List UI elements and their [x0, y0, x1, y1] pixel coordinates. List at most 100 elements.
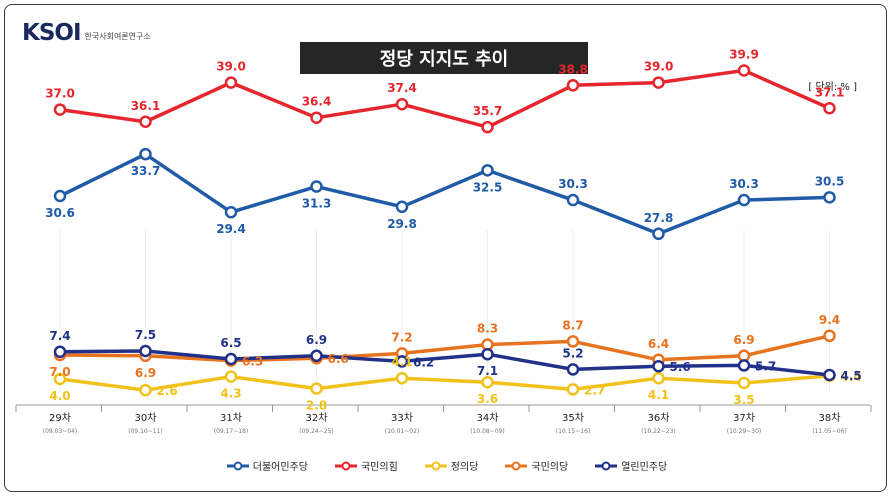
legend-label: 더불어민주당	[252, 462, 308, 473]
logo-mark: KSOI	[22, 20, 81, 46]
data-label: 7.5	[135, 328, 156, 342]
x-tick-label: 36차	[648, 412, 670, 424]
data-label: 4.4	[841, 370, 862, 384]
legend-item: 더불어민주당	[226, 458, 308, 473]
data-point	[481, 347, 494, 361]
legend-label: 국민의힘	[360, 462, 398, 473]
data-point	[139, 147, 152, 161]
data-point	[566, 335, 580, 348]
x-tick-label: 32차	[306, 412, 328, 424]
data-label: 30.6	[45, 206, 75, 220]
data-label: 30.3	[729, 177, 759, 191]
x-date-label: (10.29~30)	[727, 428, 762, 435]
unit-label: [ 단위: % ]	[808, 82, 857, 93]
data-label: 4.0	[49, 389, 70, 403]
data-label: 6.5	[220, 336, 241, 350]
data-label: 39.9	[729, 47, 759, 61]
data-point	[823, 329, 836, 343]
series-line	[59, 374, 830, 392]
data-point	[737, 376, 751, 390]
legend-label: 정의당	[450, 462, 479, 473]
data-point	[53, 345, 67, 359]
data-label: 5.7	[755, 359, 776, 373]
data-label: 37.4	[387, 81, 417, 95]
data-point	[566, 363, 580, 376]
x-date-label: (11.05~06)	[812, 428, 847, 435]
data-point	[737, 193, 751, 207]
legend-item: 국민의힘	[334, 458, 398, 473]
data-point	[224, 76, 238, 89]
data-point	[224, 205, 238, 219]
data-label: 4.5	[841, 369, 862, 383]
data-label: 6.6	[328, 352, 349, 366]
legend-item: 열린민주당	[594, 458, 667, 473]
data-point	[139, 344, 152, 358]
legend-swatch-marker	[511, 461, 521, 470]
x-tick-label: 31차	[220, 412, 242, 424]
x-tick-label: 37차	[733, 412, 755, 424]
data-label: 7.4	[49, 329, 70, 343]
logo-subtitle: 한국사회여론연구소	[84, 31, 151, 41]
data-label: 6.4	[648, 337, 669, 351]
data-label: 5.6	[670, 360, 691, 374]
legend-swatch	[424, 461, 447, 470]
x-tick-label: 29차	[49, 412, 71, 424]
data-label: 36.4	[302, 95, 332, 109]
data-point	[566, 79, 580, 92]
x-tick-label: 33차	[391, 412, 413, 424]
data-label: 27.8	[644, 211, 674, 225]
data-point	[652, 227, 665, 241]
data-label: 32.5	[473, 180, 503, 194]
data-point	[310, 349, 323, 363]
data-label: 4.3	[220, 387, 241, 401]
data-label: 2.7	[584, 383, 605, 397]
chart-frame	[4, 4, 887, 492]
data-label: 36.1	[131, 99, 161, 113]
logo: KSOI 한국사회여론연구소	[22, 20, 151, 46]
legend-item: 정의당	[424, 458, 479, 473]
data-label: 33.7	[131, 164, 161, 178]
data-label: 7.0	[49, 365, 70, 379]
data-label: 30.3	[558, 177, 588, 191]
x-date-label: (09.17~18)	[214, 428, 249, 435]
chart-title: 정당 지지도 추이	[300, 42, 588, 74]
data-point	[566, 383, 580, 396]
data-label: 39.0	[216, 60, 246, 74]
series-line	[59, 68, 831, 129]
data-point	[53, 103, 67, 116]
series-line	[59, 334, 830, 363]
legend-swatch	[226, 461, 249, 470]
data-label: 39.0	[644, 60, 674, 74]
data-point	[139, 115, 152, 128]
data-point	[481, 375, 494, 389]
x-date-label: (09.10~11)	[128, 428, 163, 435]
data-label: 6.2	[413, 355, 434, 369]
data-label: 6.3	[242, 355, 263, 369]
data-label: 31.3	[302, 197, 332, 211]
legend-label: 국민의당	[531, 462, 569, 473]
data-label: 37.1	[815, 85, 845, 99]
data-label: 4.1	[391, 355, 412, 369]
data-label: 5.2	[562, 346, 583, 360]
data-label: 2.6	[157, 384, 178, 398]
data-label: 7.1	[477, 364, 498, 378]
x-tick-label: 34차	[477, 412, 499, 424]
data-point	[139, 383, 152, 397]
data-label: 29.4	[216, 222, 246, 236]
x-date-label: (10.22~23)	[641, 428, 676, 435]
x-date-label: (10.01~02)	[385, 428, 420, 435]
series-line	[59, 349, 830, 377]
x-date-label: (09.03~04)	[43, 428, 78, 435]
legend-swatch-marker	[341, 461, 351, 470]
data-label: 37.0	[45, 87, 75, 101]
data-label: 30.5	[815, 174, 845, 188]
legend-swatch	[595, 461, 618, 470]
data-point	[53, 189, 67, 203]
data-point	[224, 352, 238, 366]
data-point	[395, 355, 409, 368]
data-label: 8.3	[477, 322, 498, 336]
x-tick-label: 35차	[562, 412, 584, 424]
data-label: 3.5	[733, 393, 754, 407]
x-date-label: (10.15~16)	[556, 428, 591, 435]
